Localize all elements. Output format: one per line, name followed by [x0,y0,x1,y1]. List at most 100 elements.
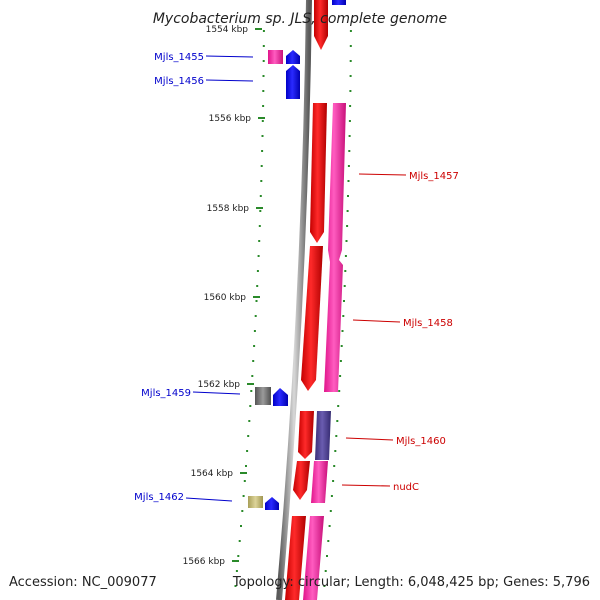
gene-feature-mjls-1456[interactable] [286,65,300,99]
gc-dot [238,540,241,542]
gene-feature-mjls-1459[interactable] [273,388,288,406]
gc-dot [237,555,240,557]
gc-dot [344,255,347,257]
gc-dot [247,435,250,437]
gc-dot [252,360,255,362]
gc-dot [346,210,349,212]
gc-dot [339,360,342,362]
gc-dot [348,135,351,137]
gc-dot [349,90,352,92]
gc-dot [262,30,265,32]
gc-dot [249,405,252,407]
gc-dot [245,465,247,467]
scale-tick-label: 1560 kbp [204,293,247,303]
gene-label-mjls-1460[interactable]: Mjls_1460 [396,436,446,447]
gc-dot [260,165,263,167]
gc-dot [262,60,265,62]
gc-dot [343,285,346,287]
gc-dot [260,180,263,182]
gc-dot [240,525,242,527]
gene-feature-mjls-1458[interactable] [301,246,323,391]
gc-content-track [234,30,352,587]
scale-tick-label: 1564 kbp [191,469,234,479]
gc-dot [347,195,349,197]
gc-dot [243,480,246,482]
gc-dot [261,120,264,122]
gc-dot [329,510,332,512]
genome-backbone [276,0,312,600]
gene-feature-top-blue[interactable] [332,0,346,5]
gc-dot [340,345,343,347]
gene-feature-nudc[interactable] [311,461,328,503]
gene-label-mjls-1455[interactable]: Mjls_1455 [154,52,204,63]
gene-leaders [185,55,407,502]
gene-feature-mjls-1462-khaki[interactable] [248,496,263,508]
gene-feature-bottom-pink[interactable] [303,516,324,600]
reverse-strand-features [248,50,300,510]
gc-dot [348,120,351,122]
gc-dot [349,75,352,77]
gene-feature-mjls-1459-gray[interactable] [255,387,271,405]
gc-dot [334,450,337,452]
gc-dot [242,495,245,497]
gc-dot [330,495,333,497]
gc-dot [333,465,336,467]
gc-dot [346,225,349,227]
gc-dot [251,375,254,377]
gc-dot [248,420,251,422]
gene-feature-mjls-1460[interactable] [315,411,331,460]
gc-dot [345,240,348,242]
gc-dot [255,300,258,302]
gc-dot [235,570,238,572]
gene-label-nudc[interactable]: nudC [393,482,419,493]
accession-text: Accession: NC_009077 [9,575,157,590]
gene-feature-red-mid[interactable] [293,461,310,500]
gc-dot [349,45,352,47]
gc-dot [339,375,342,377]
gc-dot [250,390,253,392]
gc-dot [328,525,331,527]
gc-dot [335,435,338,437]
leader-mjls-1459 [192,391,241,395]
gc-dot [262,45,265,47]
leader-mjls-1457 [358,173,407,176]
gene-label-mjls-1459[interactable]: Mjls_1459 [141,388,191,399]
gc-dot [347,165,350,167]
scale-tick-label: 1558 kbp [207,204,250,214]
scale-ticks: 1554 kbp 1556 kbp 1558 kbp 1560 kbp 1562 kbp… [183,25,265,567]
leader-mjls-1455 [205,55,254,58]
gene-label-mjls-1456[interactable]: Mjls_1456 [154,76,204,87]
gc-dot [254,315,257,317]
gene-feature-mjls-1455-arrow[interactable] [286,50,300,64]
gene-feature-mjls-1455[interactable] [268,50,283,64]
gc-dot [343,300,345,302]
leader-mjls-1458 [352,319,401,323]
leader-mjls-1460 [345,437,394,441]
gene-feature-top-red[interactable] [314,0,328,50]
gene-label-mjls-1458[interactable]: Mjls_1458 [403,318,453,329]
scale-tick-label: 1562 kbp [198,380,241,390]
gc-dot [241,510,244,512]
gene-label-mjls-1457[interactable]: Mjls_1457 [409,171,459,182]
gc-dot [246,450,249,452]
leader-mjls-1462 [185,497,233,502]
gc-dot [326,555,328,557]
gc-dot [256,270,259,272]
gc-dot [347,180,350,182]
leader-nudc [341,484,391,487]
gc-dot [257,255,260,257]
gene-feature-mjls-1457[interactable] [310,103,327,243]
gc-dot [348,150,351,152]
gene-feature-bottom-red[interactable] [285,516,306,600]
gene-feature-mjls-1457-pink[interactable] [324,103,346,392]
gc-dot [344,270,347,272]
scale-tick-label: 1556 kbp [209,114,252,124]
gc-dot [338,390,341,392]
map-title: Mycobacterium sp. JLS, complete genome [153,11,447,27]
gc-dot [342,315,345,317]
gc-dot [349,30,352,32]
gene-feature-mjls-1462[interactable] [265,497,279,510]
gene-feature-mjls-1460-red[interactable] [298,411,314,459]
gene-label-mjls-1462[interactable]: Mjls_1462 [134,492,184,503]
